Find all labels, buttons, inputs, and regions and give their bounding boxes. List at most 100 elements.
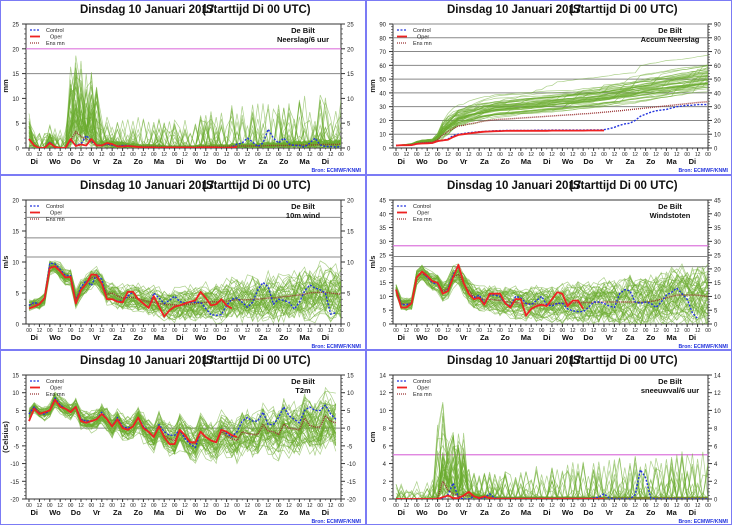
x-tick-label: 00	[456, 503, 462, 509]
day-label: Di	[397, 508, 405, 517]
day-label: Zo	[646, 508, 656, 517]
x-tick-label: 00	[622, 503, 628, 509]
x-tick-label: 12	[141, 152, 147, 158]
ensemble-member-line	[395, 265, 708, 302]
day-label: Za	[480, 508, 490, 517]
x-tick-label: 12	[570, 152, 576, 158]
ensmean-line	[395, 100, 708, 147]
day-label: Zo	[134, 508, 144, 517]
y-tick-label-left: 20	[12, 199, 19, 205]
legend-label-control: Control	[413, 379, 431, 385]
y-axis-label: cm	[368, 431, 377, 442]
y-axis-label: (Celsius)	[1, 421, 10, 453]
x-tick-label: 00	[255, 152, 261, 158]
x-tick-label: 00	[234, 328, 240, 334]
x-tick-label: 12	[570, 503, 576, 509]
day-label: Ma	[521, 333, 532, 342]
x-tick-label: 12	[487, 152, 493, 158]
x-tick-label: 00	[68, 503, 74, 509]
x-tick-label: 00	[338, 152, 344, 158]
day-label: Vr	[238, 333, 246, 342]
y-tick-label-left: 70	[379, 50, 386, 56]
y-tick-label-right: 25	[714, 254, 721, 260]
x-tick-label: 00	[297, 152, 303, 158]
y-tick-label-left: 0	[16, 427, 20, 433]
x-tick-label: 12	[141, 503, 147, 509]
x-tick-label: 12	[161, 503, 167, 509]
y-tick-label-left: 2	[383, 480, 387, 486]
y-tick-label-left: 0	[16, 323, 20, 329]
x-tick-label: 00	[151, 328, 157, 334]
day-label: Ma	[666, 508, 677, 517]
day-label: Zo	[134, 333, 144, 342]
ensemble-member-line	[395, 277, 708, 324]
ensemble-member-line	[28, 260, 341, 302]
ensemble-members	[395, 263, 708, 324]
x-tick-label: 12	[674, 503, 680, 509]
x-tick-label: 12	[404, 503, 410, 509]
day-label: Za	[259, 157, 269, 166]
x-tick-label: 00	[393, 328, 399, 334]
x-tick-label: 00	[109, 503, 115, 509]
station-name: De Bilt	[291, 377, 315, 386]
day-label: Di	[176, 508, 184, 517]
y-tick-label-left: 20	[379, 267, 386, 273]
day-label: Wo	[195, 333, 207, 342]
y-tick-label-right: 10	[714, 409, 721, 415]
x-tick-label: 00	[705, 503, 711, 509]
x-tick-label: 00	[109, 328, 115, 334]
x-tick-label: 00	[476, 503, 482, 509]
y-tick-label-right: 30	[714, 105, 721, 111]
x-tick-label: 12	[653, 503, 659, 509]
x-tick-label: 12	[120, 328, 126, 334]
x-tick-label: 12	[99, 152, 105, 158]
x-tick-label: 12	[120, 503, 126, 509]
day-label: Vr	[238, 157, 246, 166]
x-tick-label: 00	[580, 152, 586, 158]
y-tick-label-right: 45	[714, 199, 721, 205]
y-tick-label-right: 0	[347, 427, 351, 433]
y-tick-label-left: 15	[12, 374, 19, 380]
ensemble-member-line	[395, 275, 708, 324]
day-label: Di	[176, 157, 184, 166]
y-tick-label-left: 25	[12, 23, 19, 29]
ensemble-member-line	[28, 270, 341, 324]
legend-label-oper: Oper	[417, 386, 429, 392]
x-tick-label: 00	[622, 152, 628, 158]
day-label: Za	[480, 333, 490, 342]
y-tick-label-left: 10	[379, 133, 386, 139]
x-tick-label: 00	[26, 503, 32, 509]
x-tick-label: 12	[99, 328, 105, 334]
day-label: Ma	[154, 333, 165, 342]
day-label: Za	[113, 157, 123, 166]
x-tick-label: 00	[414, 328, 420, 334]
y-tick-label-left: 4	[383, 462, 387, 468]
day-label: Wo	[416, 333, 428, 342]
variable-name: Neerslag/6 uur	[277, 35, 329, 44]
x-tick-label: 00	[89, 328, 95, 334]
source-label: Bron: ECMWF/KNMI	[678, 519, 728, 525]
day-label: Zo	[501, 157, 511, 166]
day-label: Do	[71, 508, 81, 517]
y-tick-label-right: 20	[347, 199, 354, 205]
ensemble-members	[28, 260, 341, 324]
x-tick-label: 00	[684, 152, 690, 158]
x-tick-label: 12	[487, 328, 493, 334]
legend-label-ensmean: Ens mn	[46, 41, 65, 47]
y-tick-label-right: 20	[714, 119, 721, 125]
day-label: Do	[583, 508, 593, 517]
x-tick-label: 00	[539, 328, 545, 334]
ensemble-member-line	[28, 262, 341, 312]
y-tick-label-right: 15	[347, 374, 354, 380]
day-label: Zo	[279, 333, 289, 342]
x-tick-label: 00	[393, 152, 399, 158]
y-axis-label: mm	[1, 79, 10, 93]
ensemble-member-line	[28, 263, 341, 306]
chart-svg: Dinsdag 10 Januari 2017(Starttijd Di 00 …	[368, 4, 729, 174]
panel-neerslag6: Dinsdag 10 Januari 2017 (Starttijd Di 00 …	[0, 0, 365, 174]
day-label: Di	[543, 508, 551, 517]
ensemble-member-line	[395, 83, 708, 146]
x-tick-label: 00	[643, 152, 649, 158]
x-tick-label: 00	[497, 152, 503, 158]
